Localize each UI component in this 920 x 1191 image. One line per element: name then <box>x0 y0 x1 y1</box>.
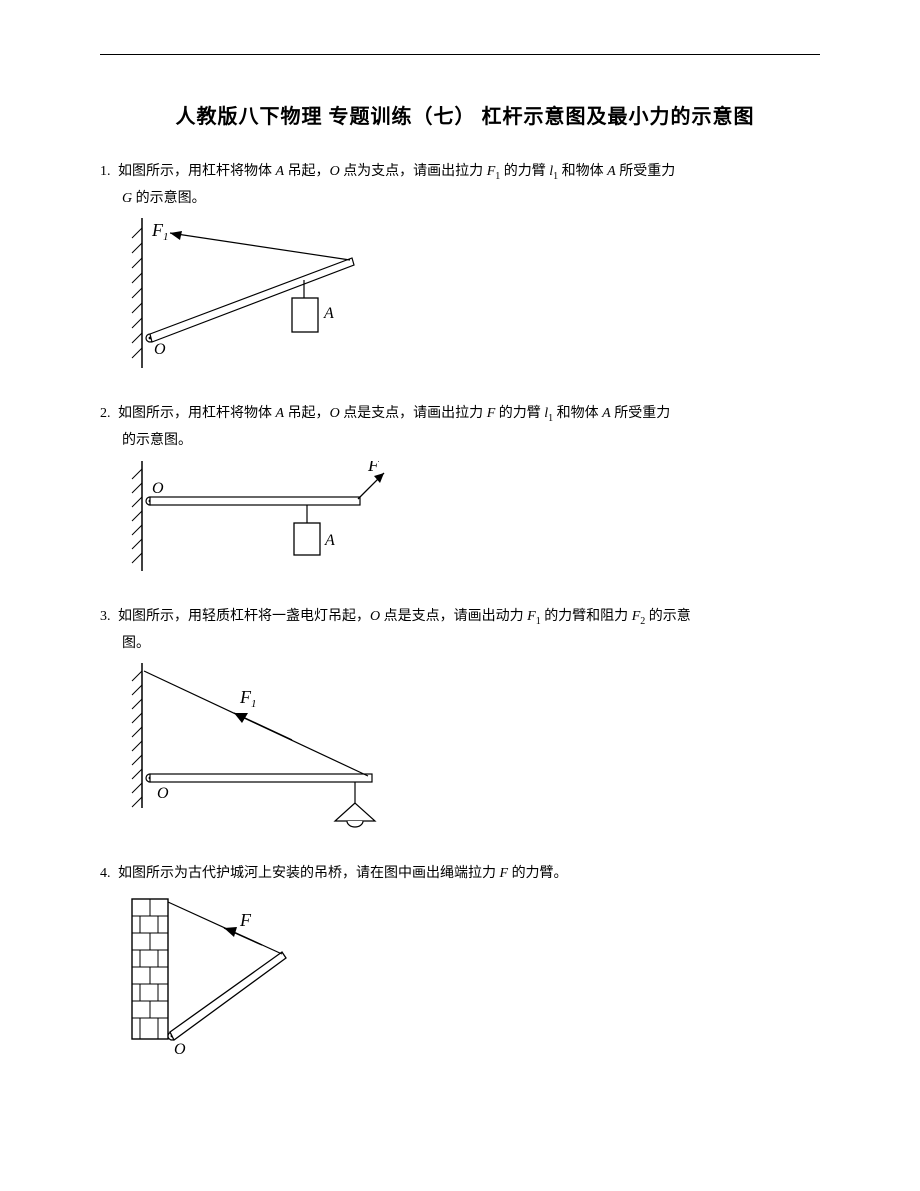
f-label: F <box>239 910 252 930</box>
lever-diagram-1: O F1 A <box>122 218 382 373</box>
problem-2: 2.如图所示，用杠杆将物体 A 吊起，O 点是支点，请画出拉力 F 的力臂 l1… <box>100 401 830 575</box>
page-title: 人教版八下物理 专题训练（七） 杠杆示意图及最小力的示意图 <box>100 100 830 129</box>
o-label: O <box>174 1041 186 1058</box>
lever-diagram-2: O F A <box>122 461 402 576</box>
o-label: O <box>154 341 166 358</box>
lever-diagram-3: O F1 <box>122 663 402 833</box>
f1-label: F1 <box>151 220 169 243</box>
problem-1: 1.如图所示，用杠杆将物体 A 吊起，O 点为支点，请画出拉力 F1 的力臂 l… <box>100 159 830 373</box>
page: 人教版八下物理 专题训练（七） 杠杆示意图及最小力的示意图 1.如图所示，用杠杆… <box>0 0 920 1191</box>
a-label: A <box>323 305 334 322</box>
problem-2-text: 2.如图所示，用杠杆将物体 A 吊起，O 点是支点，请画出拉力 F 的力臂 l1… <box>100 401 830 454</box>
drawbridge-diagram: O F <box>122 894 322 1064</box>
problem-2-number: 2. <box>100 401 118 428</box>
problem-4-figure: O F <box>122 894 830 1064</box>
problem-4-number: 4. <box>100 861 118 888</box>
f-label: F <box>367 461 380 475</box>
a-label: A <box>324 532 335 549</box>
problem-1-number: 1. <box>100 159 118 186</box>
problem-1-figure: O F1 A <box>122 218 830 373</box>
problem-2-figure: O F A <box>122 461 830 576</box>
top-rule <box>100 54 820 55</box>
o-label: O <box>152 480 164 497</box>
f1-label: F1 <box>239 687 257 710</box>
problem-3-figure: O F1 <box>122 663 830 833</box>
problem-4: 4.如图所示为古代护城河上安装的吊桥，请在图中画出绳端拉力 F 的力臂。 <box>100 861 830 1064</box>
problem-3: 3.如图所示，用轻质杠杆将一盏电灯吊起，O 点是支点，请画出动力 F1 的力臂和… <box>100 604 830 833</box>
problem-1-text: 1.如图所示，用杠杆将物体 A 吊起，O 点为支点，请画出拉力 F1 的力臂 l… <box>100 159 830 212</box>
problem-4-text: 4.如图所示为古代护城河上安装的吊桥，请在图中画出绳端拉力 F 的力臂。 <box>100 861 830 888</box>
problem-3-number: 3. <box>100 604 118 631</box>
o-label: O <box>157 785 169 802</box>
problem-3-text: 3.如图所示，用轻质杠杆将一盏电灯吊起，O 点是支点，请画出动力 F1 的力臂和… <box>100 604 830 657</box>
